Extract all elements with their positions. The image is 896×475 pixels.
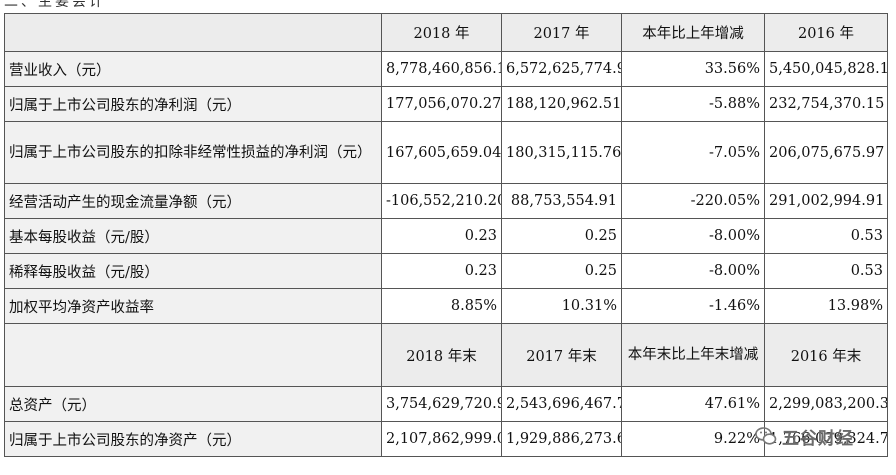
cell-2018: 0.23 [381, 218, 502, 254]
cell-change: -5.88% [621, 86, 765, 122]
row-label: 加权平均净资产收益率 [4, 288, 382, 324]
cell-change: -1.46% [621, 288, 765, 324]
table-row: 营业收入（元） 8,778,460,856.11 6,572,625,774.9… [4, 51, 888, 87]
table-row: 稀释每股收益（元/股） 0.23 0.25 -8.00% 0.53 [4, 253, 888, 289]
cell-2016: 0.53 [764, 218, 888, 254]
row-label: 经营活动产生的现金流量净额（元） [4, 183, 382, 219]
cell-change: 47.61% [621, 386, 765, 422]
header-2018-end: 2018 年末 [381, 323, 502, 387]
cell-2017: 188,120,962.51 [501, 86, 622, 122]
cell-change: -220.05% [621, 183, 765, 219]
wechat-icon [754, 424, 778, 448]
cell-change: -8.00% [621, 253, 765, 289]
cell-change: 9.22% [621, 421, 765, 457]
cell-2016: 232,754,370.15 [764, 86, 888, 122]
cell-2016: 291,002,994.91 [764, 183, 888, 219]
cell-2018: 8,778,460,856.11 [381, 51, 502, 87]
table-row: 归属于上市公司股东的净利润（元） 177,056,070.27 188,120,… [4, 86, 888, 122]
cell-2017: 2,543,696,467.70 [501, 386, 622, 422]
header-2017: 2017 年 [501, 13, 622, 52]
watermark-text: 五谷财经 [782, 428, 854, 449]
header-2017-end: 2017 年末 [501, 323, 622, 387]
table-row: 归属于上市公司股东的净资产（元） 2,107,862,999.08 1,929,… [4, 421, 888, 457]
cell-2018: 3,754,629,720.90 [381, 386, 502, 422]
row-label: 归属于上市公司股东的净资产（元） [4, 421, 382, 457]
cell-2016: 0.53 [764, 253, 888, 289]
header-change-end: 本年末比上年末增减 [621, 323, 765, 387]
table-header-row: 2018 年 2017 年 本年比上年增减 2016 年 [4, 13, 888, 52]
cell-2018: 167,605,659.04 [381, 121, 502, 184]
table-row: 经营活动产生的现金流量净额（元） -106,552,210.20 88,753,… [4, 183, 888, 219]
financial-indicators-table: 2018 年 2017 年 本年比上年增减 2016 年 营业收入（元） 8,7… [4, 13, 888, 457]
row-label: 归属于上市公司股东的净利润（元） [4, 86, 382, 122]
row-label: 归属于上市公司股东的扣除非经常性损益的净利润（元） [4, 121, 382, 184]
header-cell-blank [4, 323, 382, 387]
cell-2017: 88,753,554.91 [501, 183, 622, 219]
cell-2017: 180,315,115.76 [501, 121, 622, 184]
row-label: 总资产（元） [4, 386, 382, 422]
section-heading-fragment: 二、主要会计 [4, 0, 106, 10]
table-row: 归属于上市公司股东的扣除非经常性损益的净利润（元） 167,605,659.04… [4, 121, 888, 184]
row-label: 营业收入（元） [4, 51, 382, 87]
cell-2018: 8.85% [381, 288, 502, 324]
header-2018: 2018 年 [381, 13, 502, 52]
watermark: 五谷财经 [754, 421, 884, 451]
cell-2017: 0.25 [501, 253, 622, 289]
table-row: 总资产（元） 3,754,629,720.90 2,543,696,467.70… [4, 386, 888, 422]
cell-2017: 6,572,625,774.96 [501, 51, 622, 87]
cell-2016: 5,450,045,828.18 [764, 51, 888, 87]
cell-change: -7.05% [621, 121, 765, 184]
cell-2016: 1,766,039,324.79 [764, 421, 888, 457]
cell-2017: 1,929,886,273.69 [501, 421, 622, 457]
header-2016: 2016 年 [764, 13, 888, 52]
cell-2016: 206,075,675.97 [764, 121, 888, 184]
table-header-row-year-end: 2018 年末 2017 年末 本年末比上年末增减 2016 年末 [4, 323, 888, 387]
cell-2016: 13.98% [764, 288, 888, 324]
row-label: 稀释每股收益（元/股） [4, 253, 382, 289]
cell-2017: 0.25 [501, 218, 622, 254]
cell-change: 33.56% [621, 51, 765, 87]
cell-change: -8.00% [621, 218, 765, 254]
header-cell-blank [4, 13, 382, 52]
table-row: 加权平均净资产收益率 8.85% 10.31% -1.46% 13.98% [4, 288, 888, 324]
header-change: 本年比上年增减 [621, 13, 765, 52]
cell-2018: 2,107,862,999.08 [381, 421, 502, 457]
cell-2018: -106,552,210.20 [381, 183, 502, 219]
cell-2018: 177,056,070.27 [381, 86, 502, 122]
cell-2017: 10.31% [501, 288, 622, 324]
row-label: 基本每股收益（元/股） [4, 218, 382, 254]
cell-2018: 0.23 [381, 253, 502, 289]
header-2016-end: 2016 年末 [764, 323, 888, 387]
table-row: 基本每股收益（元/股） 0.23 0.25 -8.00% 0.53 [4, 218, 888, 254]
cell-2016: 2,299,083,200.34 [764, 386, 888, 422]
